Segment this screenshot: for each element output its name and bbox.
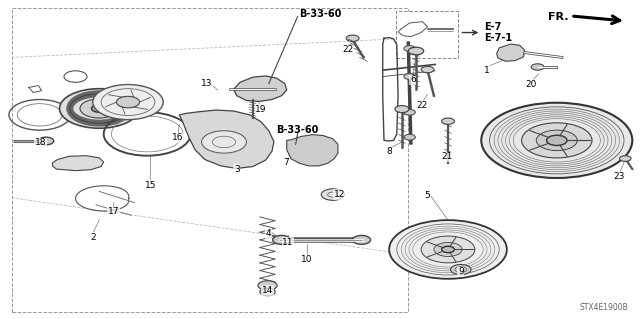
Circle shape [273,235,291,244]
Text: 19: 19 [255,105,267,114]
Circle shape [481,103,632,178]
Text: 14: 14 [262,286,273,295]
Text: 11: 11 [282,238,294,247]
Polygon shape [179,110,274,168]
Polygon shape [287,135,338,166]
Text: 20: 20 [525,80,537,89]
Circle shape [522,123,592,158]
Circle shape [451,264,471,275]
Circle shape [404,109,415,115]
Circle shape [321,189,344,200]
Circle shape [442,246,454,253]
Circle shape [38,137,54,145]
Text: 4: 4 [266,229,271,238]
Circle shape [60,89,139,128]
Text: 9: 9 [458,267,463,276]
Text: 13: 13 [201,79,212,88]
Text: B-33-60: B-33-60 [299,9,341,19]
Text: 15: 15 [145,181,156,189]
Bar [396,11,458,58]
Circle shape [404,46,415,51]
Text: STX4E1900B: STX4E1900B [580,303,628,312]
Circle shape [353,235,371,244]
Text: 2: 2 [90,233,95,242]
Circle shape [404,134,415,140]
Circle shape [395,106,409,113]
Text: 6: 6 [410,75,415,84]
Circle shape [536,130,577,151]
Circle shape [116,96,140,108]
Text: 16: 16 [172,133,184,142]
Text: 5: 5 [425,191,430,200]
Text: E-7-1: E-7-1 [484,33,512,43]
Circle shape [442,118,454,124]
Text: 22: 22 [417,101,428,110]
Circle shape [531,64,544,70]
Circle shape [408,47,424,55]
Circle shape [202,131,246,153]
Circle shape [421,236,475,263]
Text: 17: 17 [108,207,119,216]
Text: 12: 12 [333,190,345,199]
Circle shape [421,66,434,73]
Text: FR.: FR. [548,12,568,22]
Circle shape [346,35,359,41]
Text: 18: 18 [35,138,47,147]
Text: B-33-60: B-33-60 [276,125,319,135]
Polygon shape [234,76,287,101]
Circle shape [92,105,107,112]
Text: 10: 10 [301,255,313,263]
Text: 1: 1 [484,66,489,75]
Circle shape [260,288,275,296]
Circle shape [404,74,415,79]
Circle shape [258,281,277,290]
Bar [12,8,408,312]
Text: 3: 3 [234,165,239,174]
Text: 8: 8 [387,147,392,156]
Circle shape [389,220,507,279]
Circle shape [547,135,567,145]
Text: 22: 22 [342,45,353,54]
Circle shape [80,99,118,118]
Text: 23: 23 [614,172,625,181]
Polygon shape [497,44,525,61]
Circle shape [93,85,163,120]
Polygon shape [52,156,104,171]
Text: E-7: E-7 [484,22,501,32]
Text: 7: 7 [284,158,289,167]
Text: 21: 21 [441,152,452,161]
Circle shape [620,156,631,161]
Circle shape [434,242,462,256]
